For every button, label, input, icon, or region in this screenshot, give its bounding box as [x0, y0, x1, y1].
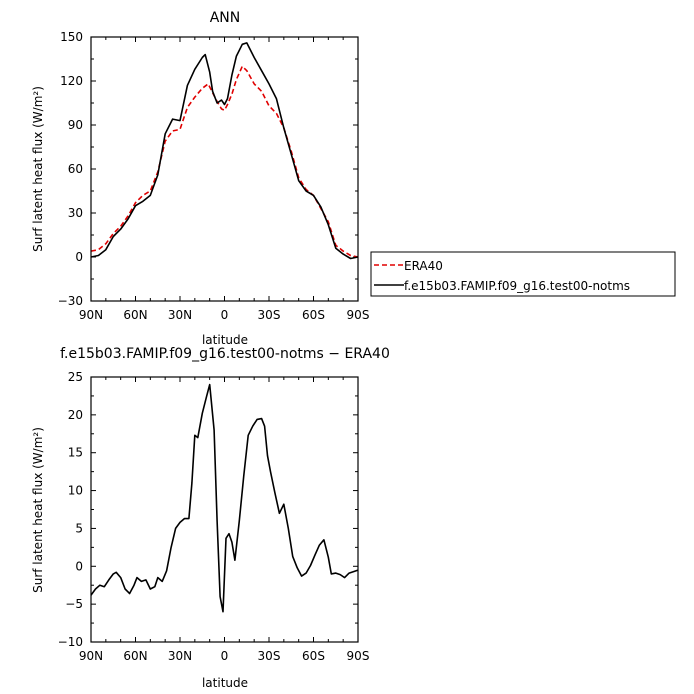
top-x-tick-label: 90S: [347, 308, 370, 322]
bottom-y-tick-label: 10: [68, 484, 83, 498]
top-y-tick-label: −30: [58, 294, 83, 308]
legend-box: [370, 251, 676, 297]
bottom-plot-frame: [90, 376, 359, 643]
legend: ERA40 f.e15b03.FAMIP.f09_g16.test00-notm…: [370, 251, 676, 297]
bottom-y-tick-label: 5: [75, 521, 83, 535]
bottom-y-tick-label: −5: [65, 597, 83, 611]
bottom-panel-title: f.e15b03.FAMIP.f09_g16.test00-notms − ER…: [60, 346, 390, 362]
top-x-axis-label: latitude: [202, 333, 248, 347]
bottom-x-axis-label: latitude: [202, 676, 248, 690]
bottom-y-tick-label: 0: [75, 559, 83, 573]
bottom-x-tick-label: 30S: [258, 649, 281, 663]
bottom-x-tick-label: 0: [221, 649, 229, 663]
top-series-line-0: [90, 65, 359, 258]
top-x-tick-label: 30S: [258, 308, 281, 322]
bottom-plot-area: −10 −5 0 5 10 15 20 25 90N 60N 30N 0 30S 60S 90S: [58, 370, 370, 663]
top-x-tick-label: 60N: [123, 308, 147, 322]
top-plot-frame: [90, 36, 359, 302]
bottom-x-tick-label: 30N: [168, 649, 192, 663]
top-y-tick-label: 150: [60, 30, 83, 44]
top-y-tick-label: 60: [68, 162, 83, 176]
top-plot-area: −30 0 30 60 90 120 150 90N 60N 30N 0 30S 60S 90S: [58, 30, 370, 322]
legend-label-model: f.e15b03.FAMIP.f09_g16.test00-notms: [404, 279, 630, 293]
top-x-tick-label: 0: [221, 308, 229, 322]
top-y-tick-label: 120: [60, 74, 83, 88]
top-x-tick-label: 60S: [302, 308, 325, 322]
bottom-y-tick-label: 25: [68, 370, 83, 384]
bottom-x-tick-label: 90N: [79, 649, 103, 663]
bottom-panel: f.e15b03.FAMIP.f09_g16.test00-notms − ER…: [31, 346, 390, 690]
top-x-tick-label: 30N: [168, 308, 192, 322]
bottom-x-tick-label: 60N: [123, 649, 147, 663]
top-panel-title: ANN: [210, 10, 241, 26]
bottom-y-tick-label: 15: [68, 446, 83, 460]
bottom-y-axis-label: Surf latent heat flux (W/m²): [31, 427, 45, 593]
bottom-y-tick-label: −10: [58, 635, 83, 649]
bottom-series-line-0: [90, 383, 359, 613]
top-series-line-1: [90, 42, 359, 260]
top-y-tick-label: 0: [75, 250, 83, 264]
bottom-x-tick-label: 60S: [302, 649, 325, 663]
bottom-x-tick-label: 90S: [347, 649, 370, 663]
top-x-tick-label: 90N: [79, 308, 103, 322]
top-y-axis-label: Surf latent heat flux (W/m²): [31, 86, 45, 252]
bottom-y-tick-label: 20: [68, 408, 83, 422]
top-y-tick-label: 90: [68, 118, 83, 132]
top-y-tick-label: 30: [68, 206, 83, 220]
legend-label-era40: ERA40: [404, 259, 443, 273]
